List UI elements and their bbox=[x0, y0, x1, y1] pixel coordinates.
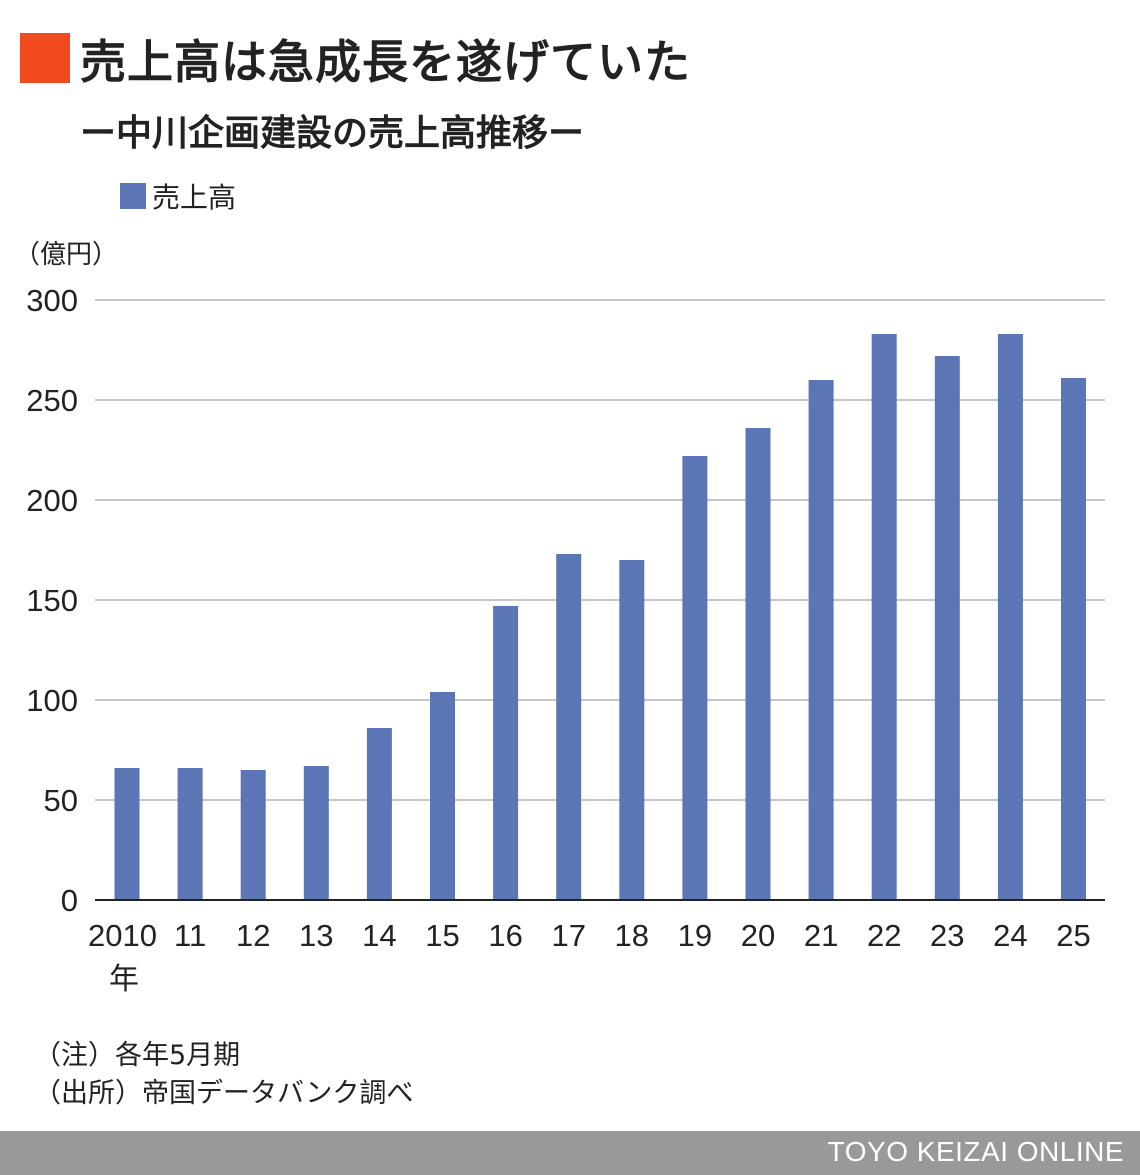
bar-22 bbox=[871, 334, 897, 900]
x-tick-label-11: 11 bbox=[174, 918, 206, 953]
x-tick-label-19: 19 bbox=[678, 918, 712, 953]
x-tick-label-15: 15 bbox=[425, 918, 459, 953]
x-tick-label-2010: 2010 bbox=[88, 918, 157, 953]
bar-20 bbox=[745, 428, 771, 900]
x-tick-label-20: 20 bbox=[741, 918, 775, 953]
y-tick-label-50: 50 bbox=[44, 783, 78, 818]
x-tick-label-25: 25 bbox=[1056, 918, 1090, 953]
note-fiscal-period: （注）各年5月期 bbox=[34, 1040, 241, 1071]
x-tick-suffix-year: 年 bbox=[109, 962, 139, 997]
bar-15 bbox=[430, 692, 455, 900]
bar-19 bbox=[682, 456, 708, 900]
bar-11 bbox=[177, 768, 203, 900]
bar-chart: 0 50 100 150 200 250 300 2010 11 12 13 14 15 16 17 18 19… bbox=[26, 283, 1105, 997]
x-tick-label-23: 23 bbox=[930, 918, 964, 953]
bar-25 bbox=[1061, 378, 1086, 900]
bar-24 bbox=[997, 334, 1023, 900]
bar-17 bbox=[556, 554, 582, 900]
x-tick-label-16: 16 bbox=[488, 918, 522, 953]
bar-2010 bbox=[114, 768, 140, 900]
footer-bar: TOYO KEIZAI ONLINE bbox=[0, 1131, 1140, 1175]
x-tick-label-14: 14 bbox=[362, 918, 396, 953]
title-accent-square bbox=[20, 33, 70, 83]
chart-title: 売上高は急成長を遂げていた bbox=[80, 35, 691, 89]
legend-label: 売上高 bbox=[152, 181, 237, 214]
legend-swatch bbox=[120, 183, 146, 209]
bar-21 bbox=[808, 380, 834, 900]
bar-16 bbox=[493, 606, 519, 900]
chart-subtitle: ー中川企画建設の売上高推移ー bbox=[80, 113, 585, 154]
bar-12 bbox=[240, 770, 266, 900]
x-tick-label-22: 22 bbox=[867, 918, 901, 953]
x-tick-label-18: 18 bbox=[615, 918, 649, 953]
note-source: （出所）帝国データバンク調べ bbox=[34, 1078, 414, 1109]
x-tick-label-12: 12 bbox=[236, 918, 270, 953]
legend: 売上高 bbox=[120, 176, 236, 216]
y-tick-label-100: 100 bbox=[26, 683, 78, 718]
bar-18 bbox=[619, 560, 645, 900]
bar-14 bbox=[366, 728, 392, 900]
y-tick-label-200: 200 bbox=[26, 483, 78, 518]
bar-23 bbox=[934, 356, 960, 900]
footer-brand: TOYO KEIZAI ONLINE bbox=[827, 1136, 1124, 1167]
y-tick-label-250: 250 bbox=[26, 383, 78, 418]
y-tick-label-0: 0 bbox=[61, 883, 78, 918]
y-tick-label-300: 300 bbox=[26, 283, 78, 318]
y-axis-unit-label: （億円） bbox=[14, 240, 119, 270]
x-tick-label-24: 24 bbox=[993, 918, 1027, 953]
x-tick-label-17: 17 bbox=[551, 918, 585, 953]
bar-13 bbox=[303, 766, 329, 900]
y-tick-label-150: 150 bbox=[26, 583, 78, 618]
x-tick-label-21: 21 bbox=[804, 918, 838, 953]
x-tick-label-13: 13 bbox=[299, 918, 333, 953]
